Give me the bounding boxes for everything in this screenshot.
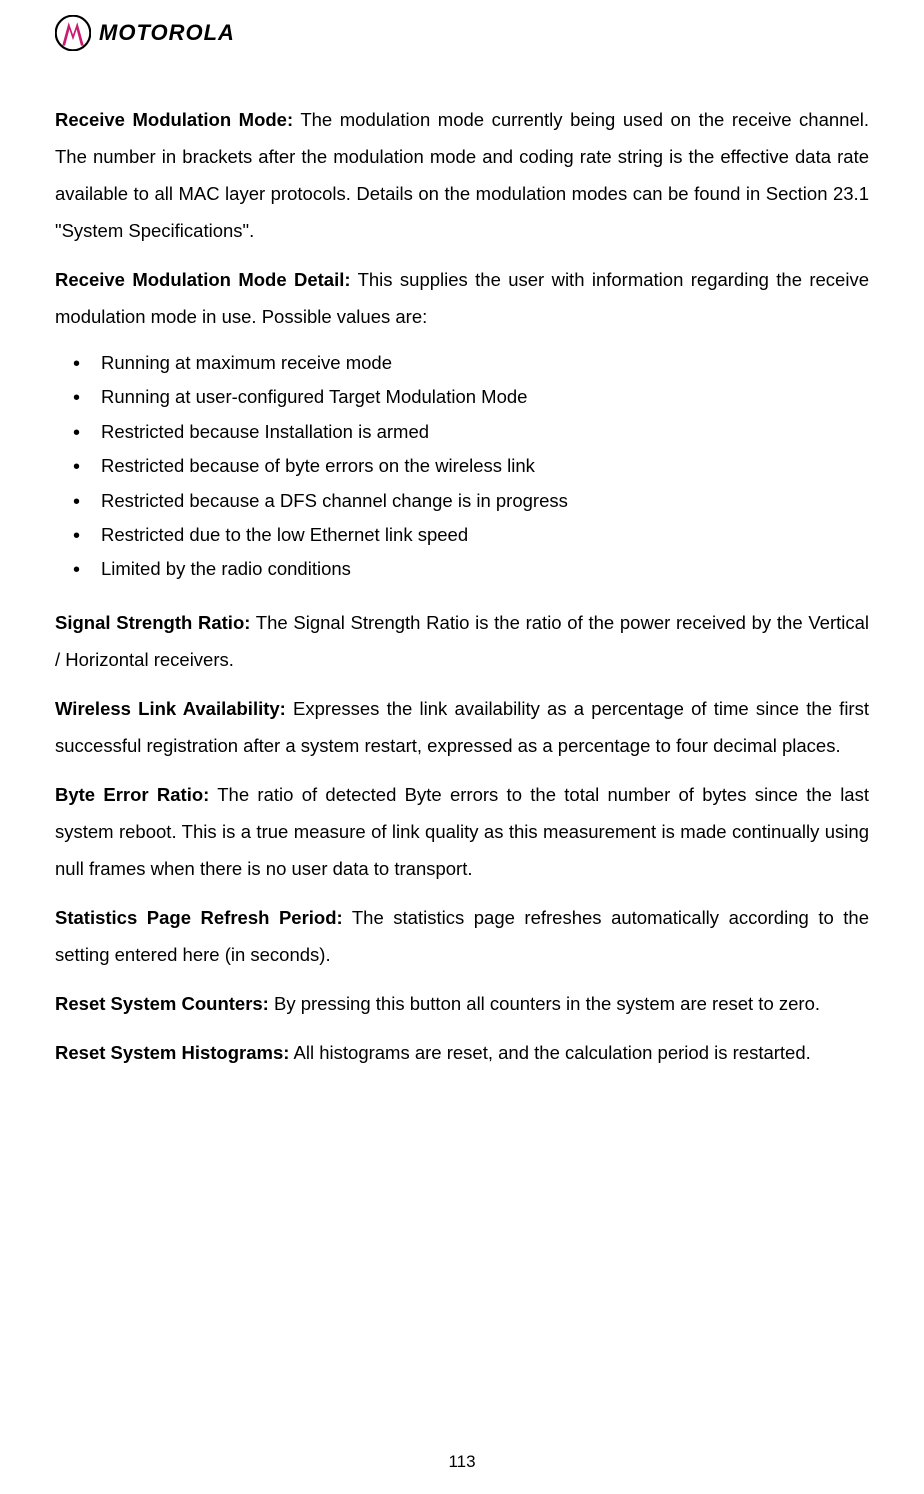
list-item: Restricted because a DFS channel change … <box>73 485 869 517</box>
term-label: Reset System Histograms: <box>55 1042 289 1063</box>
list-item: Running at user-configured Target Modula… <box>73 381 869 413</box>
paragraph-reset-system-histograms: Reset System Histograms: All histograms … <box>55 1034 869 1071</box>
page-number: 113 <box>0 1452 924 1472</box>
term-label: Receive Modulation Mode Detail: <box>55 269 351 290</box>
term-label: Receive Modulation Mode: <box>55 109 293 130</box>
term-label: Signal Strength Ratio: <box>55 612 250 633</box>
document-page: MOTOROLA Receive Modulation Mode: The mo… <box>0 0 924 1071</box>
document-content: Receive Modulation Mode: The modulation … <box>55 101 869 1071</box>
list-item: Restricted because Installation is armed <box>73 416 869 448</box>
term-label: Statistics Page Refresh Period: <box>55 907 343 928</box>
term-label: Wireless Link Availability: <box>55 698 286 719</box>
paragraph-byte-error-ratio: Byte Error Ratio: The ratio of detected … <box>55 776 869 887</box>
list-item: Restricted because of byte errors on the… <box>73 450 869 482</box>
paragraph-reset-system-counters: Reset System Counters: By pressing this … <box>55 985 869 1022</box>
list-item: Running at maximum receive mode <box>73 347 869 379</box>
paragraph-text: By pressing this button all counters in … <box>269 993 820 1014</box>
paragraph-statistics-refresh-period: Statistics Page Refresh Period: The stat… <box>55 899 869 973</box>
logo-container: MOTOROLA <box>55 15 869 51</box>
term-label: Byte Error Ratio: <box>55 784 209 805</box>
paragraph-receive-modulation-mode-detail: Receive Modulation Mode Detail: This sup… <box>55 261 869 335</box>
motorola-logo-icon <box>55 15 91 51</box>
list-item: Restricted due to the low Ethernet link … <box>73 519 869 551</box>
paragraph-receive-modulation-mode: Receive Modulation Mode: The modulation … <box>55 101 869 249</box>
paragraph-text: All histograms are reset, and the calcul… <box>289 1042 810 1063</box>
list-item: Limited by the radio conditions <box>73 553 869 585</box>
paragraph-signal-strength-ratio: Signal Strength Ratio: The Signal Streng… <box>55 604 869 678</box>
paragraph-wireless-link-availability: Wireless Link Availability: Expresses th… <box>55 690 869 764</box>
term-label: Reset System Counters: <box>55 993 269 1014</box>
bullet-list-modulation-values: Running at maximum receive mode Running … <box>73 347 869 586</box>
brand-name: MOTOROLA <box>99 20 235 46</box>
